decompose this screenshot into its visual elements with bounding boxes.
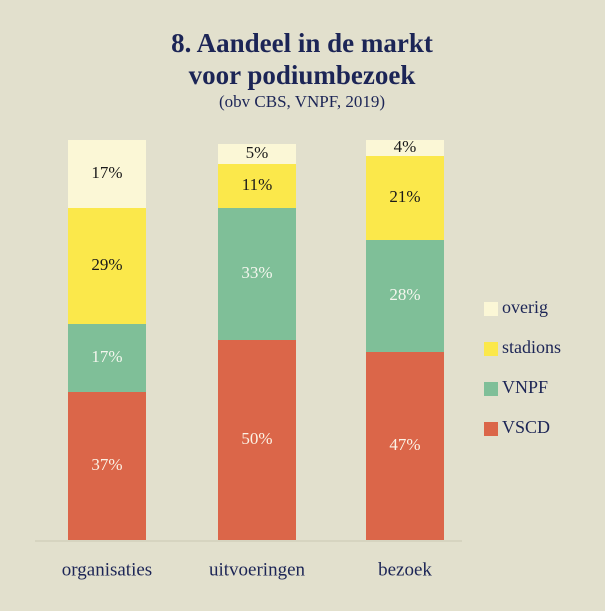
- bar-segment: [68, 208, 146, 324]
- bar-segment: [366, 140, 444, 156]
- x-tick-label: bezoek: [378, 559, 432, 580]
- legend-label: stadions: [502, 337, 561, 357]
- chart-subtitle: (obv CBS, VNPF, 2019): [219, 92, 385, 111]
- value-label: 37%: [91, 455, 122, 474]
- value-label: 33%: [241, 263, 272, 282]
- bar-segment: [218, 164, 296, 208]
- value-label: 50%: [241, 429, 272, 448]
- bar-segment: [366, 156, 444, 240]
- value-label: 4%: [394, 137, 417, 156]
- bar-segment: [218, 208, 296, 340]
- bar-segment: [68, 392, 146, 540]
- bar-segment: [218, 340, 296, 540]
- bar-segment: [366, 352, 444, 540]
- value-label: 21%: [389, 187, 420, 206]
- value-label: 5%: [246, 143, 269, 162]
- bar-segment: [68, 324, 146, 392]
- bar-segment: [218, 144, 296, 164]
- value-label: 28%: [389, 285, 420, 304]
- legend-swatch: [484, 422, 498, 436]
- x-tick-label: uitvoeringen: [209, 559, 306, 580]
- x-tick-label: organisaties: [62, 559, 152, 580]
- legend-swatch: [484, 342, 498, 356]
- value-label: 29%: [91, 255, 122, 274]
- chart-title: 8. Aandeel in de markt voor podiumbezoek: [171, 28, 433, 90]
- legend-swatch: [484, 302, 498, 316]
- value-label: 47%: [389, 435, 420, 454]
- legend-label: overig: [502, 297, 548, 317]
- bar-segment: [68, 140, 146, 208]
- legend-label: VSCD: [502, 417, 550, 437]
- legend-label: VNPF: [502, 377, 548, 397]
- value-label: 17%: [91, 347, 122, 366]
- value-label: 11%: [242, 175, 273, 194]
- value-label: 17%: [91, 163, 122, 182]
- bar-segment: [366, 240, 444, 352]
- legend-swatch: [484, 382, 498, 396]
